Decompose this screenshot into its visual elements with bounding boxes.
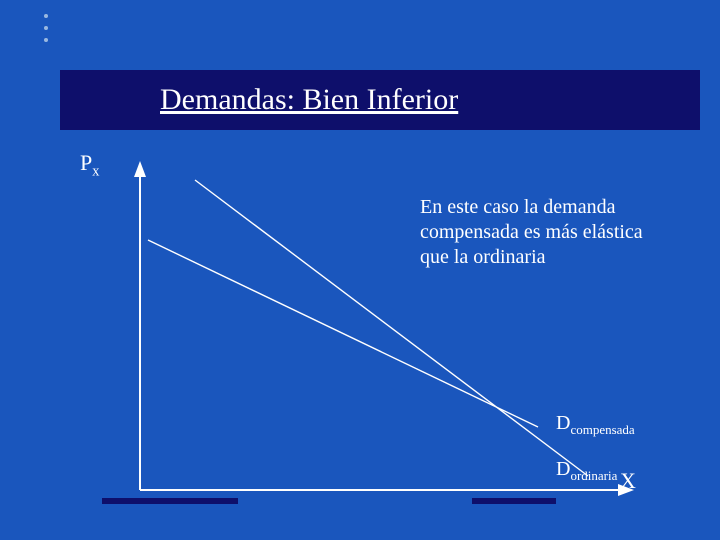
- chart-svg: [90, 160, 650, 500]
- label-ordinaria: Dordinaria: [556, 458, 617, 484]
- slide: Demandas: Bien Inferior En este caso la …: [0, 0, 720, 540]
- decorative-bullets: [44, 6, 48, 50]
- title-bar: Demandas: Bien Inferior: [60, 70, 700, 130]
- demand-chart: Px X Dcompensada Dordinaria: [90, 160, 650, 500]
- bullet-dot: [44, 38, 48, 42]
- x-axis-label: X: [620, 468, 636, 494]
- underline-block: [472, 498, 556, 504]
- y-axis-label: Px: [80, 150, 99, 180]
- bullet-dot: [44, 26, 48, 30]
- bullet-dot: [44, 14, 48, 18]
- label-compensada: Dcompensada: [556, 412, 635, 438]
- slide-title: Demandas: Bien Inferior: [160, 83, 458, 117]
- underline-block: [102, 498, 238, 504]
